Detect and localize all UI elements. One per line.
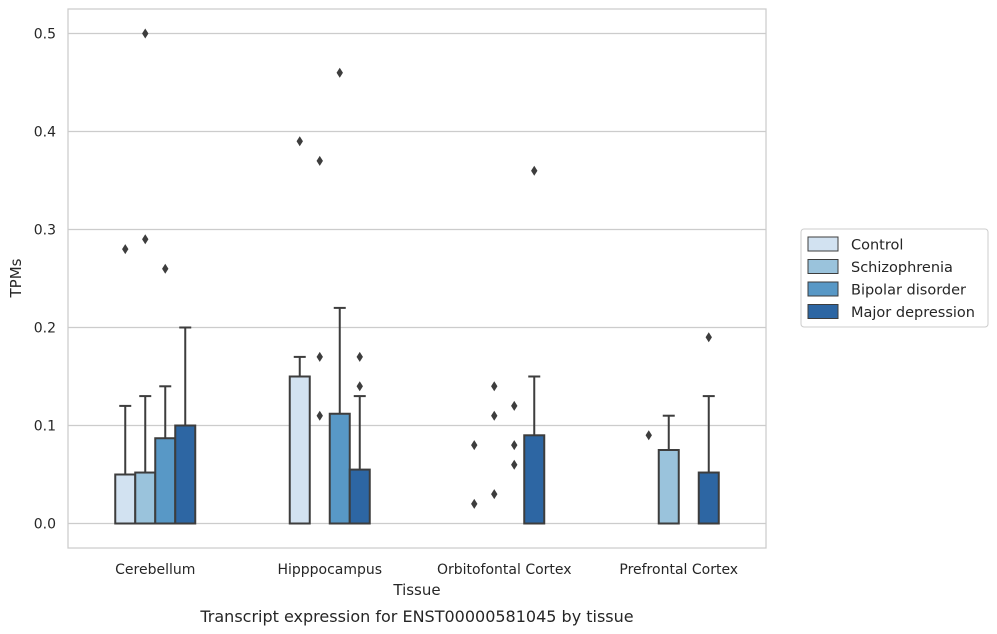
legend-entry: Bipolar disorder	[851, 283, 966, 299]
outlier-point	[531, 165, 538, 176]
outlier-point	[471, 440, 478, 451]
bar	[174, 424, 197, 525]
bar	[154, 437, 177, 525]
outlier-point	[336, 67, 343, 78]
legend-frame	[800, 228, 989, 328]
x-axis-ticks: Cerebellum Hipppocampus Orbitofontal Corte…	[115, 562, 738, 578]
legend-entry: Control	[851, 238, 903, 254]
bar	[288, 375, 311, 525]
outlier-point	[356, 351, 363, 362]
bar	[657, 449, 680, 525]
x-tick-label: Hipppocampus	[277, 562, 382, 578]
whiskers	[119, 306, 715, 475]
outlier-point	[491, 410, 498, 421]
bar	[697, 471, 720, 525]
outlier-point	[316, 410, 323, 421]
bar	[348, 468, 371, 525]
x-tick-label: Prefrontal Cortex	[619, 562, 738, 578]
y-axis-label: TPMs	[7, 258, 25, 298]
chart-caption: Transcript expression for ENST0000058104…	[199, 607, 633, 626]
x-axis-label: Tissue	[392, 581, 440, 599]
outlier-point	[142, 234, 149, 245]
y-tick-label: 0.4	[34, 125, 56, 141]
outlier-point	[122, 244, 129, 255]
legend-entry: Major depression	[851, 305, 975, 321]
bar	[114, 473, 137, 525]
bars	[114, 375, 720, 525]
y-axis-ticks: 0.0 0.1 0.2 0.3 0.4 0.5	[34, 27, 56, 533]
outlier-point	[316, 155, 323, 166]
outlier-point	[296, 136, 303, 147]
outlier-point	[142, 28, 149, 39]
outlier-point	[511, 400, 518, 411]
y-tick-label: 0.3	[34, 223, 56, 239]
outlier-point	[471, 498, 478, 509]
outlier-point	[511, 459, 518, 470]
legend-swatch	[807, 304, 839, 319]
legend-swatch	[807, 236, 839, 252]
bar	[328, 412, 351, 525]
outlier-point	[491, 489, 498, 500]
outlier-point	[356, 381, 363, 392]
legend-entry: Schizophrenia	[851, 260, 953, 276]
x-tick-label: Orbitofontal Cortex	[437, 562, 572, 578]
y-tick-label: 0.1	[34, 419, 56, 435]
outlier-point	[162, 263, 169, 274]
outlier-point	[705, 332, 712, 343]
bar	[134, 471, 157, 525]
outliers	[122, 28, 712, 509]
x-tick-label: Cerebellum	[115, 562, 195, 578]
legend-swatch	[807, 259, 839, 274]
outlier-point	[316, 351, 323, 362]
outlier-point	[491, 381, 498, 392]
outlier-point	[511, 440, 518, 451]
bar	[523, 434, 546, 525]
legend-swatch	[807, 281, 839, 297]
outlier-point	[645, 430, 652, 441]
y-tick-label: 0.2	[34, 321, 56, 337]
legend: Control Schizophrenia Bipolar disorder Majo…	[800, 228, 989, 328]
y-tick-label: 0.0	[34, 517, 56, 533]
y-tick-label: 0.5	[34, 27, 56, 43]
